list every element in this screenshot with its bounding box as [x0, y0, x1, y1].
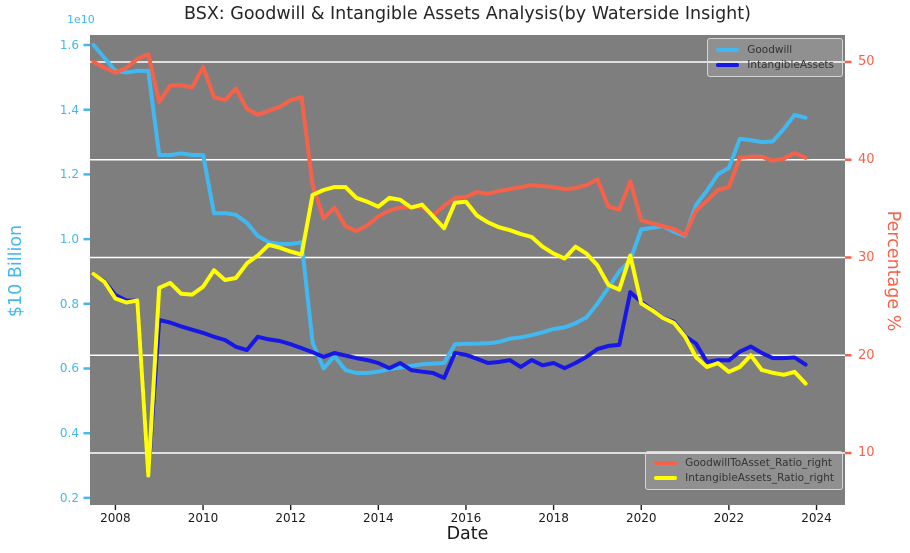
- plot-area: [90, 35, 845, 505]
- x-tick-label: 2010: [187, 511, 219, 525]
- y-left-tick-label: 1.6: [59, 38, 79, 53]
- y-left-offset-text: 1e10: [67, 13, 95, 26]
- x-tick-label: 2008: [100, 511, 131, 525]
- goodwill-ratio-line-swatch: [654, 461, 678, 465]
- y-left-axis-label: $10 Billion: [6, 224, 26, 318]
- y-left-tick-label: 1.0: [59, 232, 79, 247]
- y-left-tick-label: 0.8: [59, 296, 79, 311]
- y-left-tick-label: 0.6: [59, 361, 79, 376]
- y-right-tick-label: 30: [858, 249, 875, 265]
- x-tick-label: 2020: [625, 511, 657, 525]
- y-left-tick-label: 0.4: [59, 426, 79, 441]
- chart-title: BSX: Goodwill & Intangible Assets Analys…: [184, 4, 751, 24]
- y-left-tick-label: 1.4: [59, 102, 79, 117]
- y-right-tick-label: 20: [858, 347, 875, 363]
- series-line-GoodwillToAsset_Ratio_right: [91, 52, 808, 237]
- legend-item-intangible-ratio: IntangibleAssets_Ratio_right: [654, 472, 834, 484]
- legend-label: IntangibleAssets: [747, 59, 834, 71]
- x-tick-label: 2014: [363, 511, 394, 525]
- y-left-tick-label: 0.2: [59, 490, 79, 505]
- legend-label: Goodwill: [747, 44, 793, 56]
- x-tick-label: 2024: [801, 511, 832, 525]
- y-right-tick-label: 50: [858, 54, 875, 70]
- legend-item-intangible-assets: IntangibleAssets: [716, 59, 834, 71]
- series-line-IntangibleAssets_Ratio_right: [91, 185, 808, 478]
- legend-item-goodwill: Goodwill: [716, 44, 834, 56]
- intangible-assets-line-swatch: [716, 63, 740, 67]
- x-axis-label: Date: [446, 524, 489, 544]
- legend-axes-left: Goodwill IntangibleAssets: [707, 38, 843, 77]
- goodwill-line-swatch: [716, 48, 740, 52]
- x-tick-label: 2012: [275, 511, 306, 525]
- y-right-tick-label: 40: [858, 152, 875, 168]
- x-tick-label: 2018: [538, 511, 569, 525]
- legend-axes-right: GoodwillToAsset_Ratio_right IntangibleAs…: [645, 451, 843, 490]
- y-right-tick-label: 10: [858, 445, 875, 461]
- legend-label: IntangibleAssets_Ratio_right: [685, 472, 834, 484]
- y-left-tick-label: 1.2: [59, 167, 79, 182]
- legend-item-goodwill-ratio: GoodwillToAsset_Ratio_right: [654, 457, 834, 469]
- y-right-axis-label: Percentage %: [883, 210, 903, 332]
- intangible-ratio-line-swatch: [654, 476, 678, 480]
- x-tick-label: 2022: [713, 511, 745, 525]
- x-tick-label: 2016: [450, 511, 482, 525]
- legend-label: GoodwillToAsset_Ratio_right: [685, 457, 832, 469]
